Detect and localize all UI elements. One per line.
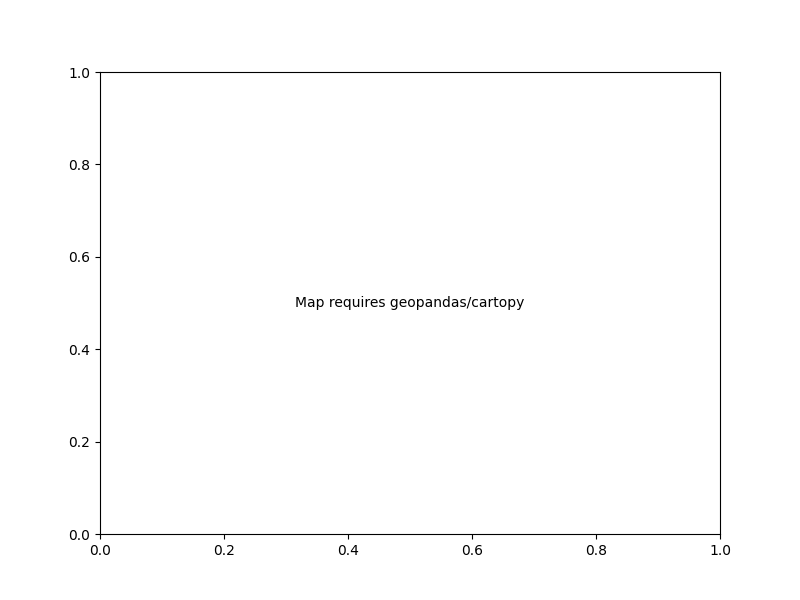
Text: Map requires geopandas/cartopy: Map requires geopandas/cartopy bbox=[295, 296, 525, 310]
